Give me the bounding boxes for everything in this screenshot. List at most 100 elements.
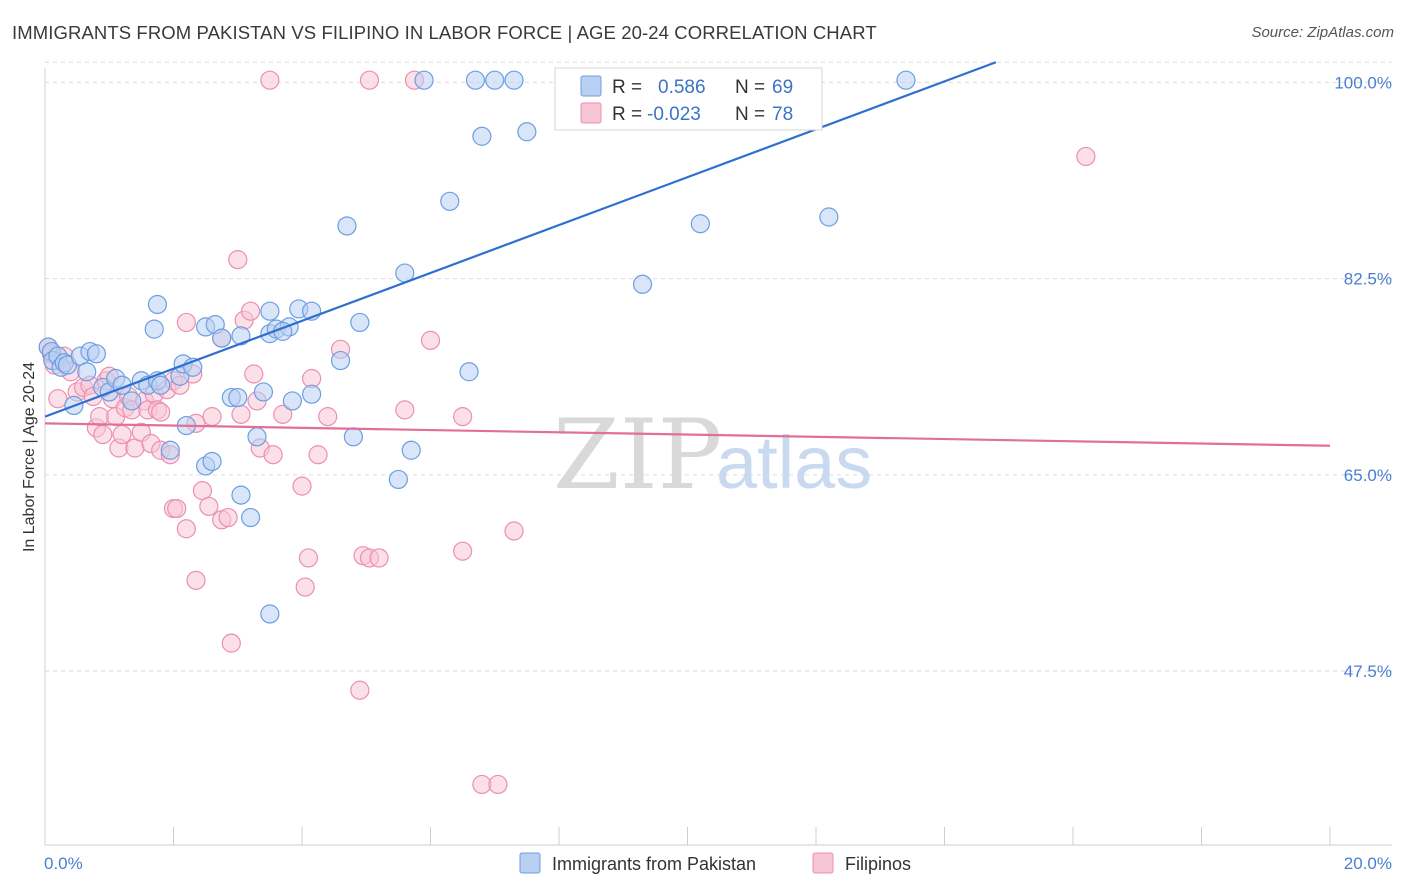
- pakistan-point: [632, 274, 653, 294]
- pakistan-point: [896, 70, 916, 90]
- y-axis-label: In Labor Force | Age 20-24: [21, 362, 38, 552]
- filipinos-point: [260, 70, 280, 90]
- filipinos-point: [202, 407, 222, 427]
- pakistan-point: [350, 312, 370, 333]
- filipinos-point: [176, 519, 196, 539]
- filipinos-point: [218, 507, 238, 528]
- pakistan-point: [485, 70, 505, 90]
- filipinos-point: [273, 404, 293, 424]
- pakistan-point: [122, 391, 142, 411]
- pakistan-point: [690, 214, 710, 234]
- x-axis-ticks: [173, 827, 1331, 845]
- pakistan-point: [212, 328, 232, 348]
- filipinos-point: [488, 774, 508, 795]
- filipinos-point: [221, 633, 241, 653]
- stats-n-label-filipinos: N =: [735, 104, 765, 125]
- pakistan-point: [465, 70, 486, 90]
- filipinos-point: [472, 774, 492, 795]
- filipinos-point: [369, 548, 389, 568]
- stats-legend: R = 0.586 N = 69 R = -0.023 N = 78: [554, 67, 823, 131]
- stats-n-label-pakistan: N =: [735, 77, 765, 98]
- filipinos-point: [112, 424, 132, 445]
- pakistan-point: [472, 126, 492, 146]
- stats-r-value-pakistan: 0.586: [658, 77, 706, 98]
- grid-lines: [45, 61, 1392, 672]
- filipinos-point: [90, 407, 110, 427]
- filipinos-point: [48, 389, 68, 409]
- pakistan-point: [231, 326, 251, 346]
- x-tick-label-min: 0.0%: [44, 854, 83, 873]
- pakistan-point: [77, 362, 97, 382]
- stats-legend-swatch-pakistan: [580, 75, 602, 97]
- filipinos-trend-line: [44, 422, 1331, 447]
- filipinos-point: [167, 498, 187, 519]
- stats-n-value-pakistan: 69: [772, 77, 793, 98]
- filipinos-point: [504, 521, 524, 541]
- filipinos-point: [395, 400, 415, 420]
- filipinos-point: [295, 577, 315, 597]
- filipinos-point: [350, 680, 370, 700]
- stats-r-label-pakistan: R =: [612, 77, 642, 98]
- pakistan-point: [459, 362, 479, 382]
- pakistan-point: [337, 216, 357, 236]
- filipinos-point: [241, 301, 261, 321]
- filipinos-point: [453, 541, 473, 561]
- series-legend-swatch-pakistan: [519, 852, 541, 874]
- stats-r-value-filipinos: -0.023: [647, 104, 701, 125]
- series-legend-label-pakistan: Immigrants from Pakistan: [552, 854, 756, 874]
- pakistan-point: [228, 387, 248, 408]
- pakistan-point: [231, 485, 251, 505]
- filipinos-point: [298, 548, 319, 568]
- filipinos-point: [308, 445, 328, 465]
- pakistan-point: [401, 440, 421, 460]
- y-tick-label: 100.0%: [1334, 73, 1392, 92]
- pakistan-point: [414, 70, 434, 90]
- pakistan-point: [517, 122, 537, 142]
- pakistan-point: [260, 604, 280, 624]
- chart-title: IMMIGRANTS FROM PAKISTAN VS FILIPINO IN …: [12, 22, 877, 43]
- pakistan-point: [241, 507, 261, 528]
- watermark: ZIP atlas: [553, 399, 872, 511]
- filipinos-point: [151, 402, 171, 422]
- pakistan-point: [86, 344, 107, 364]
- pakistan-point: [330, 350, 351, 371]
- stats-legend-swatch-filipinos: [580, 102, 602, 124]
- filipinos-point: [420, 330, 441, 350]
- series-legend-label-filipinos: Filipinos: [845, 854, 911, 874]
- filipinos-point: [176, 312, 196, 333]
- pakistan-point: [160, 440, 180, 460]
- y-tick-label: 65.0%: [1344, 466, 1392, 485]
- series-legend: Immigrants from Pakistan Filipinos: [519, 852, 911, 874]
- watermark-atlas: atlas: [716, 421, 872, 504]
- filipinos-point: [1076, 146, 1096, 167]
- pakistan-point: [440, 191, 460, 211]
- pakistan-point: [819, 207, 839, 227]
- pakistan-points: [38, 70, 916, 624]
- pakistan-point: [282, 391, 302, 411]
- y-tick-label: 47.5%: [1344, 662, 1392, 681]
- pakistan-point: [147, 294, 168, 315]
- filipinos-point: [318, 407, 338, 427]
- filipinos-point: [231, 404, 251, 424]
- axes: [44, 68, 1392, 846]
- pakistan-point: [151, 375, 171, 395]
- filipinos-point: [93, 424, 113, 445]
- filipinos-point: [186, 570, 206, 590]
- series-legend-swatch-filipinos: [812, 852, 834, 874]
- pakistan-point: [253, 382, 274, 402]
- filipinos-point: [199, 496, 219, 516]
- watermark-zip: ZIP: [553, 399, 722, 511]
- pakistan-point: [202, 451, 222, 472]
- filipinos-point: [453, 407, 473, 427]
- pakistan-point: [247, 427, 267, 447]
- pakistan-point: [302, 384, 322, 404]
- y-tick-label: 82.5%: [1344, 270, 1392, 289]
- pakistan-point: [504, 70, 524, 90]
- filipinos-point: [244, 364, 264, 384]
- source-credit: Source: ZipAtlas.com: [1251, 24, 1394, 41]
- filipinos-point: [359, 70, 380, 90]
- pakistan-point: [388, 469, 408, 490]
- pakistan-point: [144, 319, 164, 339]
- filipinos-point: [292, 476, 312, 496]
